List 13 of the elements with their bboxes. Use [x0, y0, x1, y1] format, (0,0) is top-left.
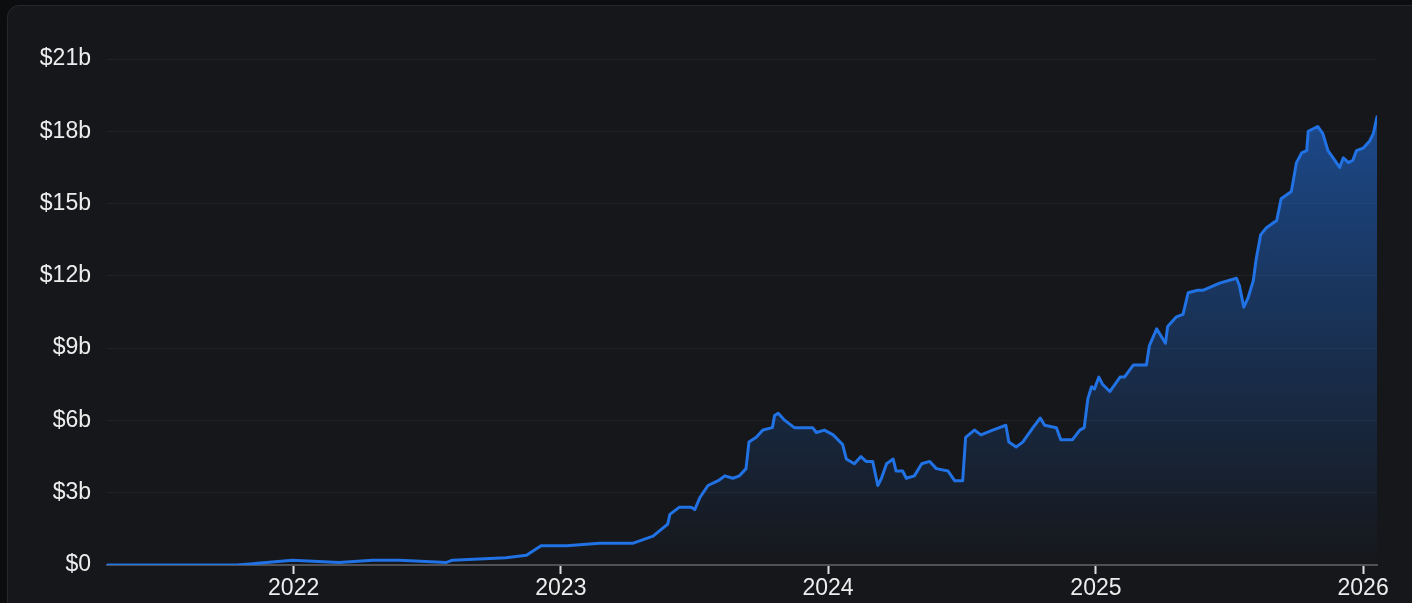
x-tick-label: 2022 [268, 574, 320, 601]
y-tick-label: $0 [65, 550, 91, 577]
y-tick-label: $6b [52, 405, 91, 432]
y-tick-label: $9b [52, 333, 91, 360]
x-tick-label: 2025 [1070, 574, 1122, 601]
y-tick-label: $18b [39, 116, 91, 143]
x-tick-label: 2026 [1337, 574, 1389, 601]
y-tick-label: $3b [52, 478, 91, 505]
x-tick-label: 2023 [535, 574, 587, 601]
y-tick-label: $12b [39, 261, 91, 288]
x-tick-label: 2024 [802, 574, 854, 601]
y-tick-label: $21b [39, 44, 91, 71]
y-tick-label: $15b [39, 188, 91, 215]
